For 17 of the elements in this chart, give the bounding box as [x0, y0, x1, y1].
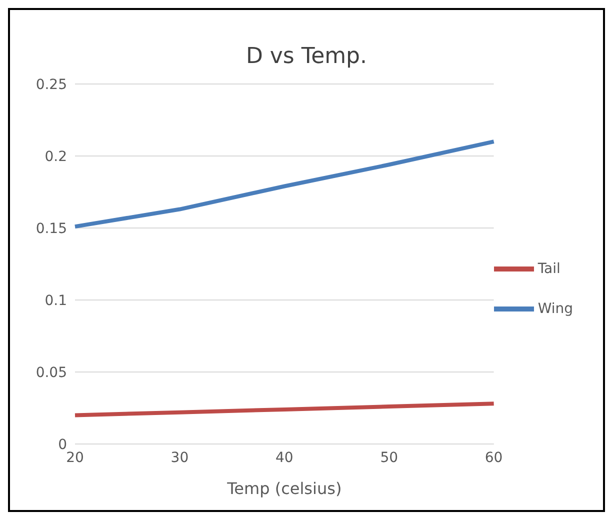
- x-tick-label: 60: [484, 450, 503, 466]
- y-tick-label: 0.25: [36, 76, 67, 93]
- y-tick-label: 0.2: [44, 148, 67, 165]
- x-tick-label: 40: [275, 450, 294, 466]
- y-tick-label: 0.05: [36, 364, 67, 381]
- line-series: [73, 402, 496, 418]
- y-tick-label: 0.1: [44, 292, 67, 309]
- x-tick-label: 30: [170, 450, 189, 466]
- y-tick-label: 0: [58, 436, 67, 453]
- legend-label: Tail: [538, 260, 560, 277]
- x-tick-label: 20: [66, 450, 84, 466]
- x-axis-title: Temp (celsius): [226, 479, 342, 498]
- x-tick-label: 50: [380, 450, 398, 466]
- y-tick-label: 0.15: [36, 220, 67, 237]
- chart-title: D vs Temp.: [244, 43, 368, 71]
- line-series: [73, 140, 496, 229]
- legend-label: Wing: [538, 300, 573, 317]
